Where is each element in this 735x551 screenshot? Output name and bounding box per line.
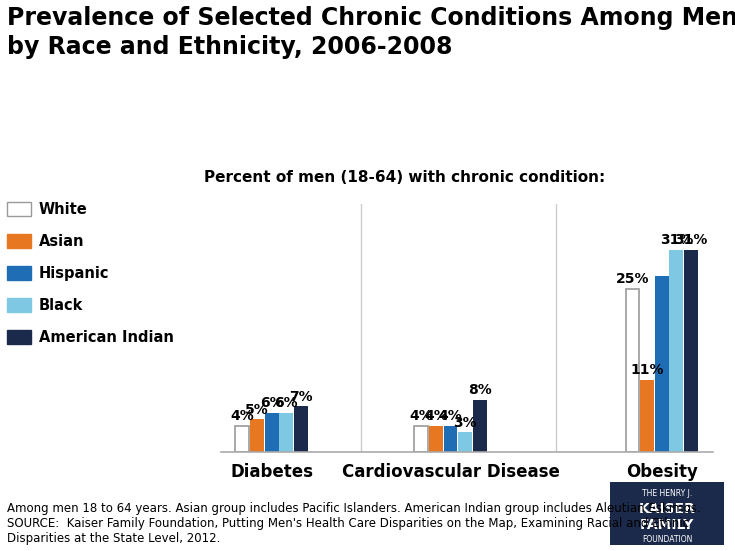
Bar: [265, 413, 279, 452]
Text: Among men 18 to 64 years. Asian group includes Pacific Islanders. American India: Among men 18 to 64 years. Asian group in…: [7, 503, 701, 545]
Bar: [235, 426, 249, 452]
Text: 5%: 5%: [245, 403, 269, 417]
Bar: [415, 426, 429, 452]
Text: Hispanic: Hispanic: [39, 266, 109, 281]
Text: 31%: 31%: [674, 233, 708, 247]
Bar: [443, 426, 457, 452]
Text: American Indian: American Indian: [39, 329, 173, 345]
Text: FOUNDATION: FOUNDATION: [642, 534, 692, 544]
Text: 4%: 4%: [409, 409, 433, 423]
Bar: [458, 432, 472, 452]
Bar: [655, 276, 669, 452]
Text: 4%: 4%: [231, 409, 254, 423]
Text: Prevalence of Selected Chronic Conditions Among Men,
by Race and Ethnicity, 2006: Prevalence of Selected Chronic Condition…: [7, 6, 735, 59]
Text: 6%: 6%: [274, 396, 298, 410]
Bar: [684, 250, 698, 452]
Text: 8%: 8%: [468, 383, 492, 397]
Text: 31%: 31%: [660, 233, 693, 247]
Text: FAMILY: FAMILY: [640, 517, 694, 532]
Bar: [625, 289, 639, 452]
Bar: [429, 426, 442, 452]
Text: KAISER: KAISER: [639, 503, 695, 516]
Text: Black: Black: [39, 298, 83, 313]
Bar: [279, 413, 293, 452]
Text: 6%: 6%: [260, 396, 284, 410]
Text: Percent of men (18-64) with chronic condition:: Percent of men (18-64) with chronic cond…: [204, 170, 605, 185]
Bar: [473, 399, 487, 452]
Text: 4%: 4%: [424, 409, 448, 423]
Text: 25%: 25%: [616, 272, 649, 286]
Text: 7%: 7%: [289, 390, 313, 403]
Bar: [640, 380, 654, 452]
Text: 11%: 11%: [631, 364, 664, 377]
Bar: [670, 250, 684, 452]
Text: White: White: [39, 202, 87, 217]
Bar: [294, 406, 308, 452]
Text: Asian: Asian: [39, 234, 84, 249]
Text: 3%: 3%: [453, 415, 477, 430]
Text: 4%: 4%: [439, 409, 462, 423]
Bar: [250, 419, 264, 452]
Text: THE HENRY J.: THE HENRY J.: [642, 489, 692, 498]
